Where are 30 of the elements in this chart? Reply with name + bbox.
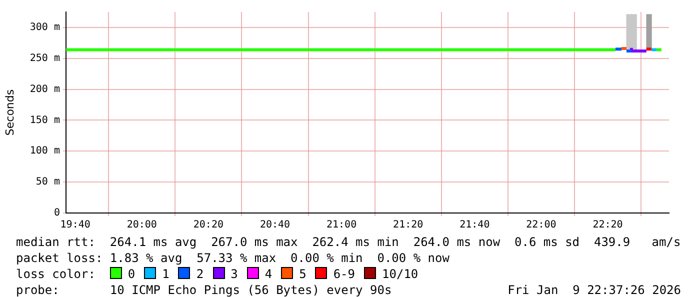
x-tick-label: 22:00 (526, 220, 556, 231)
x-tick-label: 19:40 (60, 220, 90, 231)
y-tick-label: 50 m (36, 176, 60, 188)
y-tick-label: 150 m (30, 114, 60, 126)
text: packet loss: 1.83 % avg 57.33 % max 0.00 % min 0.00 % now (16, 251, 450, 265)
text: median rtt: 264.1 ms avg 267.0 ms max 262.4 ms min 264.0 ms now 0.6 ms sd 439.9 am/s (16, 235, 681, 249)
x-tick-label: 22:20 (592, 220, 623, 231)
legend-label: 4 (264, 267, 272, 281)
legend-label: 2 (196, 267, 204, 281)
legend-label: 5 (299, 267, 306, 281)
legend-label: 3 (230, 267, 238, 281)
x-tick-label: 20:00 (126, 220, 157, 231)
text: Fri Jan 9 22:37:26 2026 (508, 283, 681, 297)
x-tick-label: 20:40 (260, 220, 290, 231)
text: probe: 10 ICMP Echo Pings (56 Bytes) every 90s (16, 283, 392, 297)
y-tick-label: 250 m (30, 52, 60, 64)
x-tick-label: 20:20 (193, 220, 224, 231)
legend-title: loss color: (16, 267, 96, 281)
y-tick-label: 200 m (30, 84, 60, 95)
y-tick-label: 300 m (30, 22, 60, 34)
legend-label: 0 (128, 267, 136, 281)
x-tick-label: 21:20 (393, 220, 424, 231)
legend-label: 6-9 (333, 267, 356, 281)
y-tick-label: 100 m (30, 146, 60, 157)
y-tick-label: 0 (54, 208, 60, 219)
y-axis-title: Seconds (3, 89, 16, 136)
x-tick-label: 21:40 (460, 220, 490, 231)
legend-label: 10/10 (382, 267, 418, 281)
legend-label: 1 (162, 267, 170, 281)
x-tick-label: 21:00 (326, 220, 357, 231)
